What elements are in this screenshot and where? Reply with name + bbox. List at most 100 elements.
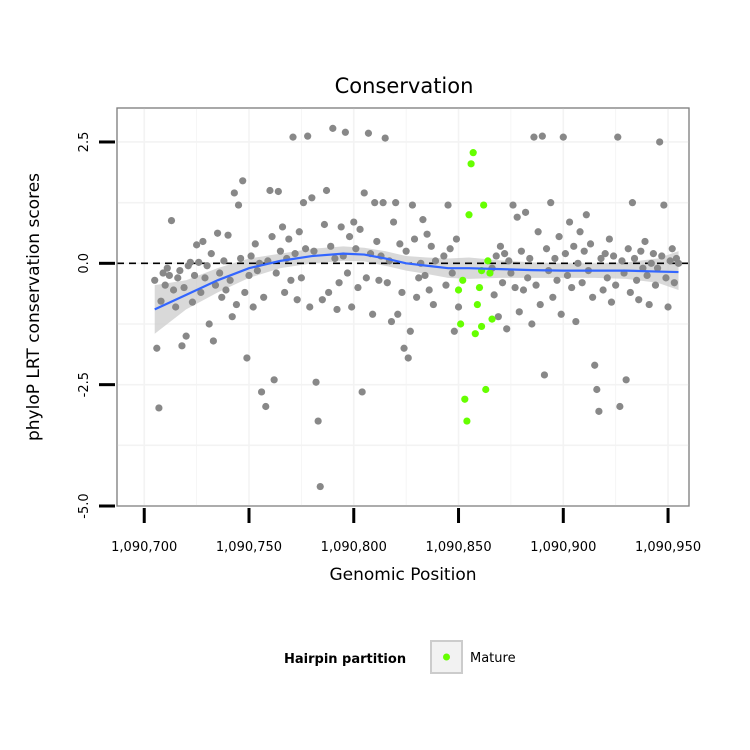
data-point (316, 482, 324, 491)
y-tick-label: -5.0 (77, 493, 92, 518)
data-point (408, 201, 417, 209)
data-point (653, 264, 662, 272)
legend-title: Hairpin partition (284, 652, 406, 667)
data-point (218, 293, 226, 301)
data-point (291, 250, 299, 258)
plot-border (116, 107, 690, 507)
data-point (538, 132, 546, 140)
data-point (607, 298, 616, 306)
legend: Hairpin partition Mature (284, 640, 516, 674)
data-point (490, 291, 498, 299)
data-point (641, 237, 649, 246)
data-point (352, 245, 360, 253)
data-point (222, 286, 230, 294)
data-point (649, 250, 657, 258)
data-point (297, 274, 305, 282)
data-point (413, 293, 421, 301)
data-point (257, 388, 266, 396)
data-point (647, 259, 655, 267)
data-point (197, 288, 205, 297)
mature-point (461, 395, 469, 403)
data-point (364, 129, 373, 137)
x-tick-label: 1,090,900 (530, 540, 596, 555)
data-point (193, 241, 201, 249)
data-point (325, 288, 333, 297)
data-point (503, 325, 511, 333)
mature-point (482, 385, 490, 394)
data-point (169, 286, 178, 294)
legend-label-mature: Mature (470, 651, 516, 666)
data-point (228, 313, 236, 321)
data-point (509, 201, 517, 209)
data-point (176, 266, 184, 275)
data-point (670, 279, 678, 287)
data-point (383, 279, 391, 287)
data-point (362, 274, 370, 282)
data-point (216, 269, 224, 277)
data-point (387, 317, 396, 326)
data-point (306, 303, 314, 311)
data-points (151, 124, 683, 491)
data-point (239, 177, 247, 185)
data-point (630, 254, 639, 263)
data-point (178, 342, 186, 350)
data-point (245, 271, 253, 280)
y-tick-label: -2.5 (77, 372, 92, 397)
data-point (345, 233, 354, 241)
mature-point (473, 300, 481, 309)
data-point (195, 258, 203, 266)
data-point (668, 245, 676, 253)
mature-point (467, 160, 475, 168)
data-point (595, 407, 603, 415)
data-point (188, 298, 197, 306)
data-point (274, 187, 282, 196)
data-point (593, 385, 601, 394)
data-point (532, 281, 540, 289)
data-point (163, 264, 171, 272)
data-point (379, 199, 387, 207)
x-tick-label: 1,090,800 (321, 540, 387, 555)
data-point (237, 254, 245, 263)
data-point (568, 283, 576, 292)
data-point (281, 288, 289, 297)
data-point (375, 276, 383, 284)
data-point (211, 281, 220, 289)
data-point (526, 254, 534, 263)
data-point (616, 402, 624, 411)
mature-point (463, 417, 471, 425)
data-point (513, 213, 521, 221)
data-point (612, 281, 620, 289)
data-point (224, 231, 232, 239)
data-point (392, 199, 400, 207)
smooth-line (154, 252, 679, 311)
data-point (601, 250, 609, 258)
data-point (155, 404, 163, 412)
data-point (276, 247, 285, 255)
data-point (559, 133, 567, 141)
mature-point (459, 276, 467, 284)
data-point (333, 305, 341, 314)
data-point (186, 258, 194, 266)
data-point (501, 250, 509, 258)
data-point (626, 288, 634, 297)
data-point (253, 266, 261, 275)
data-point (635, 296, 643, 304)
data-point (415, 274, 423, 282)
data-point (174, 274, 182, 282)
data-point (511, 283, 519, 292)
data-point (329, 124, 337, 132)
data-point (431, 257, 440, 265)
data-point (507, 269, 515, 277)
data-point (589, 293, 597, 301)
data-point (268, 233, 276, 241)
data-point (637, 247, 645, 255)
data-point (350, 218, 358, 226)
y-axis: -5.0 -2.5 0.0 2.5 (77, 132, 115, 519)
data-point (251, 240, 259, 248)
data-point (335, 279, 343, 287)
data-point (201, 274, 209, 282)
data-point (406, 327, 414, 335)
data-point (454, 303, 463, 311)
data-point (651, 281, 660, 289)
data-point (272, 269, 280, 277)
